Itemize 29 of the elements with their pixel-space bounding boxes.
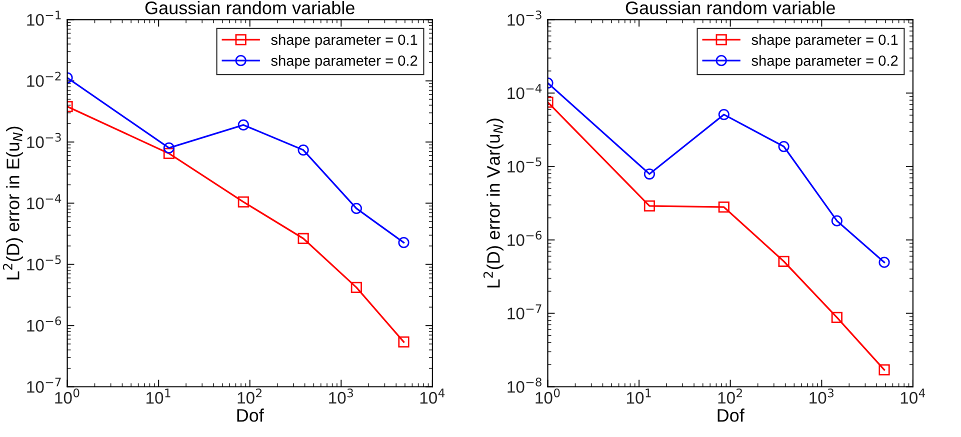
x-tick-label: 10$^{4}$ xyxy=(420,388,445,404)
y-tick-label: 10$^{−3}$ xyxy=(27,132,61,148)
legend-label: shape parameter = 0.2 xyxy=(752,55,898,69)
legend-label: shape parameter = 0.1 xyxy=(271,34,418,48)
x-tick-label: 10$^{1}$ xyxy=(627,388,651,404)
chart-title: Gaussian random variable xyxy=(626,1,835,14)
y-tick-label: 10$^{−1}$ xyxy=(27,10,61,26)
y-tick-label: 10$^{−5}$ xyxy=(27,255,61,270)
x-tick-label: 10$^{4}$ xyxy=(900,388,926,404)
y-tick-label: 10$^{−4}$ xyxy=(508,84,542,100)
y-tick-label: 10$^{−3}$ xyxy=(508,10,542,26)
x-tick-label: 10$^{3}$ xyxy=(810,388,834,404)
y-tick-label: 10$^{−6}$ xyxy=(27,316,62,332)
x-tick-label: 10$^{3}$ xyxy=(329,388,354,404)
y-tick-label: 10$^{−6}$ xyxy=(508,230,542,246)
legend-label: shape parameter = 0.1 xyxy=(752,34,898,48)
y-tick-label: 10$^{−2}$ xyxy=(27,72,61,87)
x-tick-label: 10$^{2}$ xyxy=(718,388,742,404)
y-tick-label: 10$^{−4}$ xyxy=(27,194,62,210)
y-tick-label: 10$^{−5}$ xyxy=(508,158,542,173)
x-tick-label: 10$^{1}$ xyxy=(146,388,170,404)
y-tick-label: 10$^{−7}$ xyxy=(508,304,542,320)
y-axis-title: L$^{2}$(D) error in Var(u$_{N}$) xyxy=(483,118,504,288)
x-tick-label: 10$^{2}$ xyxy=(238,388,262,404)
x-axis-title: Dof xyxy=(718,408,744,422)
legend-label: shape parameter = 0.2 xyxy=(271,55,418,69)
x-axis-title: Dof xyxy=(237,408,264,422)
chart-title: Gaussian random variable xyxy=(145,1,354,14)
y-axis-title: L$^{2}$(D) error in E(u$_{N}$) xyxy=(2,126,23,280)
